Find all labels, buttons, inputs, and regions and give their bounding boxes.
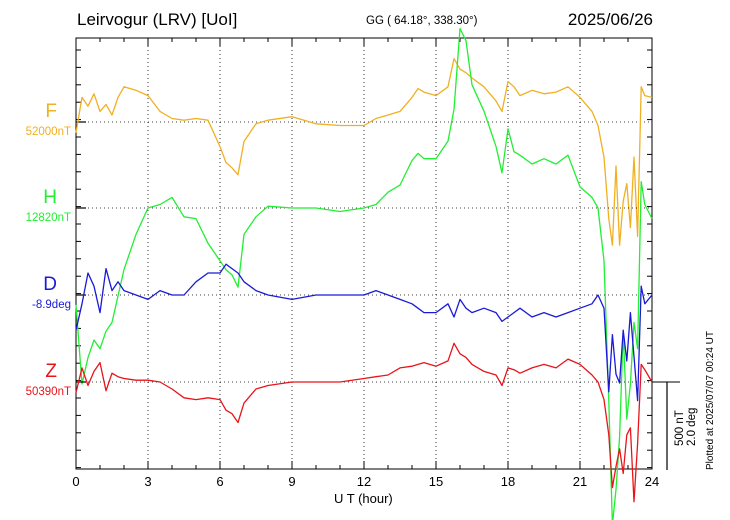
x-tick-label: 9: [288, 474, 295, 489]
channel-baseline-h: 12820nT: [25, 212, 71, 224]
station-title: Leirvogur (LRV) [UoI]: [77, 10, 238, 29]
x-tick-label: 15: [429, 474, 443, 489]
x-tick-label: 3: [144, 474, 151, 489]
channel-baseline-f: 52000nT: [25, 126, 71, 138]
channel-name-d: D: [43, 274, 57, 295]
series-line-h: [75, 27, 653, 520]
channel-name-z: Z: [45, 361, 57, 382]
channel-baseline-d: -8.9deg: [31, 299, 71, 311]
series-line-f: [75, 57, 653, 246]
x-tick-label: 6: [216, 474, 223, 489]
scale-nt-label: 500 nT: [674, 410, 686, 446]
x-tick-label: 24: [645, 474, 659, 489]
x-tick-label: 18: [501, 474, 515, 489]
x-tick-label: 0: [72, 474, 79, 489]
station-coordinates: GG ( 64.18°, 338.30°): [366, 15, 478, 27]
x-tick-label: 21: [573, 474, 587, 489]
x-axis-label: U T (hour): [334, 491, 393, 506]
channel-baseline-z: 50390nT: [25, 386, 71, 398]
series-line-z: [75, 342, 653, 503]
x-tick-label: 12: [357, 474, 371, 489]
plotted-timestamp: Plotted at 2025/07/07 00:24 UT: [705, 331, 716, 470]
channel-name-h: H: [43, 187, 57, 208]
series-line-d: [75, 263, 653, 402]
plot-date: 2025/06/26: [567, 10, 653, 29]
scale-deg-label: 2.0 deg: [686, 407, 698, 446]
channel-name-f: F: [45, 101, 57, 122]
